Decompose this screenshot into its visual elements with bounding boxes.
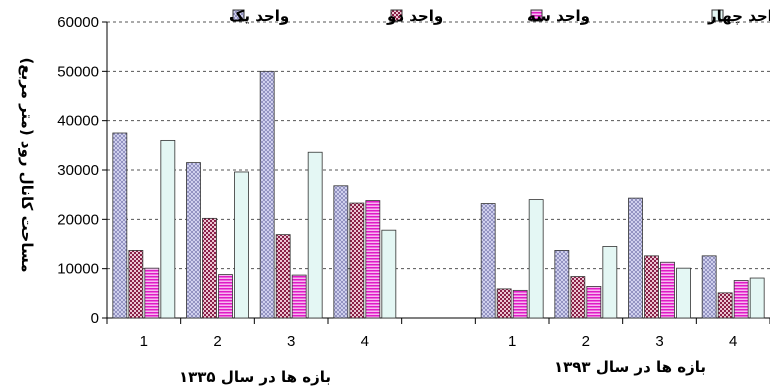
bar-series-2-cat-5 — [496, 288, 512, 319]
bar-series-3-cat-4 — [365, 200, 381, 319]
bar-series-3-cat-6 — [586, 286, 602, 319]
bar-series-4-cat-6 — [602, 246, 618, 319]
grid-lines — [107, 21, 770, 270]
bar-series-1-cat-4 — [333, 185, 349, 319]
bar-series-3-cat-5 — [512, 289, 528, 319]
bar-series-2-cat-7 — [644, 255, 659, 319]
bar-series-4-cat-4 — [381, 229, 397, 319]
bar-series-3-cat-3 — [291, 274, 307, 319]
y-tick-label: 20000 — [57, 211, 99, 228]
bar-series-4-cat-1 — [160, 139, 176, 319]
bar-series-3-cat-8 — [733, 280, 749, 319]
x-tick-label: 4 — [361, 333, 369, 350]
bar-series-2-cat-8 — [717, 292, 733, 319]
y-tick-label: 50000 — [57, 63, 99, 80]
bar-series-4-cat-8 — [749, 277, 765, 319]
bar-series-2-cat-2 — [202, 217, 217, 319]
bar-series-1-cat-3 — [259, 70, 275, 319]
y-tick-label: 30000 — [57, 162, 99, 179]
bar-series-3-cat-2 — [218, 274, 233, 319]
bar-series-3-cat-7 — [660, 261, 675, 319]
x-tick-label: 1 — [140, 333, 148, 350]
y-tick-label: 10000 — [57, 261, 99, 278]
legend: واحد یک واحد دو واحد سه واحد چهار — [229, 7, 770, 26]
x-tick-label: 3 — [655, 333, 663, 350]
bar-series-1-cat-5 — [480, 203, 496, 319]
x-tick-label: 4 — [729, 333, 737, 350]
bar-series-2-cat-6 — [570, 276, 586, 319]
bar-series-1-cat-7 — [628, 197, 643, 319]
y-tick-label: 0 — [91, 310, 99, 327]
bar-series-4-cat-2 — [234, 171, 249, 319]
y-axis-label: مساحت کانال رود (متر مربع) — [18, 57, 36, 272]
bar-series-4-cat-3 — [307, 151, 323, 319]
legend-swatch-4 — [711, 9, 724, 22]
y-tick-label: 60000 — [57, 14, 99, 31]
bars — [112, 70, 765, 319]
x-tick-label: 2 — [582, 333, 590, 350]
x-tick-label: 2 — [213, 333, 221, 350]
legend-swatch-1 — [232, 9, 245, 22]
bar-series-2-cat-4 — [349, 202, 365, 319]
bar-series-2-cat-3 — [275, 234, 291, 319]
x-tick-label: 1 — [508, 333, 516, 350]
legend-swatch-2 — [390, 9, 403, 22]
legend-swatch-3 — [530, 9, 543, 22]
bar-series-1-cat-6 — [554, 250, 570, 319]
bar-series-1-cat-8 — [701, 255, 717, 319]
axes — [102, 21, 770, 324]
bar-series-1-cat-2 — [186, 162, 201, 319]
bar-series-1-cat-1 — [112, 132, 128, 319]
x-tick-label: 3 — [287, 333, 295, 350]
legend-label-1: واحد یک — [229, 7, 289, 25]
y-tick-label: 40000 — [57, 113, 99, 130]
legend-label-4: واحد چهار — [707, 7, 770, 26]
group-label-1: بازه ها در سال ۱۳۳۵ — [179, 368, 331, 386]
legend-label-3: واحد سه — [527, 7, 590, 25]
bar-series-2-cat-1 — [128, 250, 144, 319]
legend-label-2: واحد دو — [386, 7, 443, 25]
bar-series-3-cat-1 — [144, 267, 160, 319]
bar-series-4-cat-5 — [528, 199, 544, 319]
group-label-2: بازه ها در سال ۱۳۹۳ — [554, 358, 706, 376]
bar-series-4-cat-7 — [676, 267, 691, 319]
tick-labels: 0 10000 20000 30000 40000 50000 60000 1 2 3 4 1 2 3 4 — [57, 14, 737, 350]
